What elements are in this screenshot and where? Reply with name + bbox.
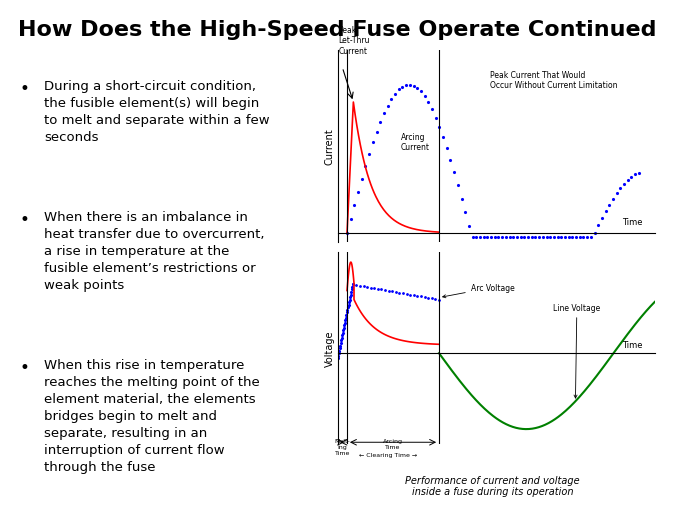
Text: Arcing
Current: Arcing Current: [401, 132, 430, 152]
Text: During a short-circuit condition,
the fusible element(s) will begin
to melt and : During a short-circuit condition, the fu…: [44, 80, 269, 144]
Text: Time: Time: [622, 218, 642, 227]
Text: Melt-
ing
Time: Melt- ing Time: [334, 438, 350, 455]
Text: How Does the High-Speed Fuse Operate Continued: How Does the High-Speed Fuse Operate Con…: [18, 20, 657, 40]
Text: Performance of current and voltage
inside a fuse during its operation: Performance of current and voltage insid…: [406, 475, 580, 496]
Text: Peak
Let-Thru
Current: Peak Let-Thru Current: [338, 26, 370, 56]
Text: When this rise in temperature
reaches the melting point of the
element material,: When this rise in temperature reaches th…: [44, 358, 260, 473]
Text: •: •: [20, 80, 30, 98]
Text: Line Voltage: Line Voltage: [554, 304, 601, 398]
Text: •: •: [20, 211, 30, 228]
Text: •: •: [20, 358, 30, 376]
Text: Arc Voltage: Arc Voltage: [443, 283, 514, 298]
Text: Arcing
Time: Arcing Time: [383, 438, 403, 449]
Y-axis label: Current: Current: [325, 128, 335, 165]
Y-axis label: Voltage: Voltage: [325, 330, 335, 367]
Text: ← Clearing Time →: ← Clearing Time →: [359, 452, 417, 458]
Text: Time: Time: [622, 340, 642, 349]
Text: Peak Current That Would
Occur Without Current Limitation: Peak Current That Would Occur Without Cu…: [490, 71, 617, 90]
Text: When there is an imbalance in
heat transfer due to overcurrent,
a rise in temper: When there is an imbalance in heat trans…: [44, 211, 265, 291]
